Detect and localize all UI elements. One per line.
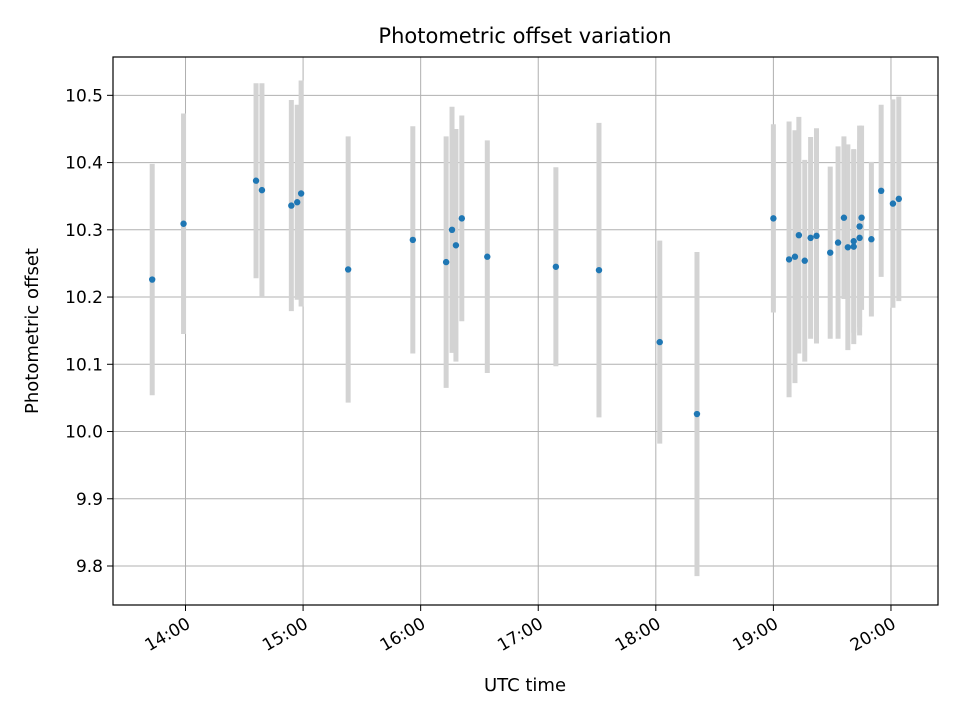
data-point: [807, 234, 814, 242]
data-point: [344, 266, 352, 273]
data-point: [552, 263, 560, 270]
data-point: [850, 243, 857, 250]
data-point: [693, 410, 701, 418]
data-point: [877, 187, 885, 195]
y-tick-label: 10.2: [65, 288, 103, 308]
data-point: [868, 236, 875, 243]
data-points: [148, 177, 903, 418]
data-point: [895, 195, 903, 203]
data-point: [850, 238, 857, 245]
data-point: [442, 258, 450, 266]
x-axis-ticks: 14:00 15:00 16:00 17:00 18:00 19:00 20:00: [142, 605, 899, 656]
x-axis-label: UTC time: [484, 675, 566, 696]
chart-title: Photometric offset variation: [378, 24, 671, 48]
data-point: [827, 249, 834, 256]
data-point: [858, 214, 865, 221]
x-tick-label: 16:00: [377, 614, 429, 656]
data-point: [795, 231, 803, 239]
data-point: [409, 236, 417, 244]
x-tick-label: 14:00: [142, 614, 194, 656]
x-tick-label: 19:00: [729, 614, 781, 656]
data-point: [452, 242, 460, 249]
data-point: [484, 253, 491, 260]
data-point: [770, 215, 777, 222]
x-tick-label: 18:00: [612, 614, 664, 656]
data-point: [258, 186, 266, 194]
error-bars: [149, 80, 902, 577]
y-tick-label: 9.8: [76, 557, 103, 577]
data-point: [595, 266, 603, 274]
data-point: [844, 244, 852, 251]
data-point: [785, 256, 793, 263]
data-point: [840, 214, 848, 221]
y-tick-label: 9.9: [76, 490, 103, 510]
y-tick-label: 10.0: [65, 423, 103, 443]
data-point: [834, 239, 842, 246]
data-point: [148, 276, 156, 283]
data-point: [889, 200, 897, 207]
data-point: [252, 177, 260, 184]
y-tick-label: 10.4: [65, 154, 103, 174]
data-point: [656, 338, 663, 346]
x-tick-label: 17:00: [494, 614, 546, 656]
data-point: [856, 234, 863, 242]
y-axis-label: Photometric offset: [22, 248, 43, 414]
data-point: [856, 223, 863, 230]
data-point: [813, 232, 820, 240]
plot-frame: [112, 56, 939, 606]
data-point: [801, 257, 808, 264]
y-axis-ticks: 9.8 9.9 10.0 10.1 10.2 10.3 10.4 10.5: [65, 86, 113, 577]
data-point: [448, 226, 456, 234]
x-tick-label: 20:00: [847, 614, 899, 656]
y-tick-label: 10.1: [65, 355, 103, 375]
x-tick-label: 15:00: [259, 614, 311, 656]
y-tick-label: 10.3: [65, 221, 103, 241]
data-point: [288, 202, 295, 209]
data-point: [294, 199, 301, 206]
data-point: [458, 215, 466, 222]
y-tick-label: 10.5: [65, 86, 103, 106]
data-point: [791, 253, 799, 260]
data-point: [180, 220, 187, 227]
data-point: [297, 190, 305, 197]
